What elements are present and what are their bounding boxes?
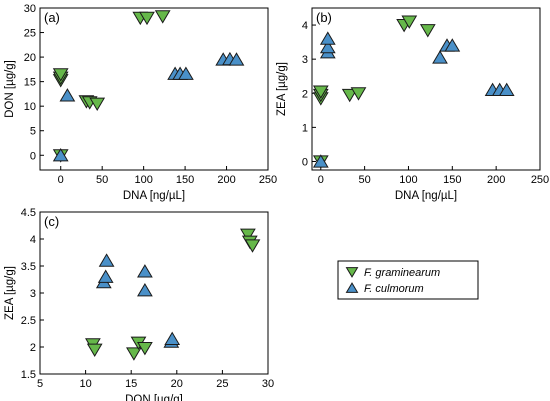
point-a-culmorum-4 bbox=[178, 66, 194, 80]
point-b-graminearum-3 bbox=[312, 85, 329, 99]
point-c-culmorum-1 bbox=[97, 269, 114, 283]
point-b-culmorum-4 bbox=[432, 50, 448, 64]
y-tick-label-c-0: 1.5 bbox=[21, 369, 36, 381]
point-a-culmorum-7 bbox=[228, 52, 245, 66]
point-c-graminearum-5 bbox=[240, 228, 256, 242]
x-tick-label-b-2: 100 bbox=[399, 174, 417, 186]
y-tick-label-c-6: 4.5 bbox=[21, 207, 36, 219]
point-b-culmorum-0 bbox=[312, 154, 329, 168]
y-tick-label-b-4: 4 bbox=[302, 20, 308, 32]
panel-c: 5 10 15 20 25 30 1.5 2 2.5 3 3.5 4 4.5 DON [µg/g] ZEA … bbox=[4, 207, 274, 401]
point-c-graminearum-7 bbox=[244, 239, 261, 253]
y-tick-label-b-1: 1 bbox=[302, 122, 308, 134]
point-b-culmorum-2 bbox=[319, 39, 336, 54]
x-tick-label-a-2: 100 bbox=[134, 174, 152, 186]
point-c-culmorum-3 bbox=[137, 283, 153, 297]
point-a-graminearum-6 bbox=[89, 97, 106, 111]
point-b-graminearum-4 bbox=[341, 88, 358, 103]
x-tick-label-a-4: 200 bbox=[217, 174, 235, 186]
y-tick-label-a-3: 15 bbox=[24, 77, 36, 89]
panel-a: 0 50 100 150 200 250 0 5 10 15 20 25 30 DNA [ng/µL] DO… bbox=[4, 3, 277, 202]
y-tick-label-b-0: 0 bbox=[302, 156, 308, 168]
x-tick-label-a-0: 0 bbox=[58, 174, 64, 186]
point-c-culmorum-4 bbox=[137, 264, 153, 278]
legend-marker-graminearum bbox=[345, 267, 359, 278]
x-tick-label-b-3: 150 bbox=[443, 174, 461, 186]
x-tick-label-a-1: 50 bbox=[96, 174, 108, 186]
point-a-graminearum-3 bbox=[52, 68, 69, 82]
point-b-graminearum-5 bbox=[350, 87, 367, 101]
x-tick-label-c-2: 15 bbox=[125, 378, 137, 390]
legend-label-graminearum: F. graminearum bbox=[364, 267, 440, 279]
point-a-culmorum-1 bbox=[59, 88, 76, 102]
panel-label-c: (c) bbox=[44, 214, 59, 229]
y-tick-label-a-1: 5 bbox=[30, 126, 36, 138]
y-tick-label-c-3: 3 bbox=[30, 288, 36, 300]
point-b-culmorum-9 bbox=[498, 82, 515, 96]
point-a-culmorum-0 bbox=[52, 148, 69, 162]
y-tick-label-c-1: 2 bbox=[30, 342, 36, 354]
plot-frame-a bbox=[39, 7, 269, 171]
point-b-culmorum-3 bbox=[319, 31, 336, 45]
x-tick-label-c-3: 20 bbox=[171, 378, 183, 390]
x-tick-label-c-4: 25 bbox=[216, 378, 228, 390]
x-tick-label-b-4: 200 bbox=[487, 174, 505, 186]
x-tick-label-c-1: 10 bbox=[79, 378, 91, 390]
x-tick-label-a-5: 250 bbox=[259, 174, 277, 186]
point-c-graminearum-1 bbox=[86, 343, 103, 357]
point-c-graminearum-2 bbox=[126, 347, 142, 361]
y-tick-label-c-2: 2.5 bbox=[21, 315, 36, 327]
point-b-graminearum-8 bbox=[419, 24, 436, 38]
point-a-graminearum-9 bbox=[154, 10, 171, 24]
panel-label-b: (b) bbox=[316, 10, 332, 25]
panel-label-a: (a) bbox=[44, 10, 60, 25]
x-tick-label-b-1: 50 bbox=[358, 174, 370, 186]
x-tick-label-a-3: 150 bbox=[176, 174, 194, 186]
x-tick-label-c-5: 30 bbox=[262, 378, 274, 390]
point-b-graminearum-7 bbox=[401, 15, 418, 29]
x-axis-label-a: DNA [ng/µL] bbox=[123, 190, 185, 202]
y-axis-label-a: DON [µg/g] bbox=[4, 60, 16, 118]
x-tick-label-b-5: 250 bbox=[531, 174, 549, 186]
y-tick-label-a-6: 30 bbox=[24, 3, 36, 15]
plot-frame-c bbox=[39, 211, 269, 375]
y-tick-label-c-4: 3.5 bbox=[21, 261, 36, 273]
x-tick-label-b-0: 0 bbox=[318, 174, 324, 186]
plot-frame-b bbox=[311, 7, 541, 171]
x-axis-label-b: DNA [ng/µL] bbox=[395, 190, 457, 202]
legend: F. graminearum F. culmorum bbox=[337, 260, 479, 300]
y-axis-label-c: ZEA [µg/g] bbox=[4, 266, 16, 320]
legend-marker-culmorum bbox=[345, 282, 359, 293]
y-tick-label-b-2: 2 bbox=[302, 88, 308, 100]
legend-label-culmorum: F. culmorum bbox=[364, 283, 424, 295]
point-c-graminearum-4 bbox=[137, 342, 153, 356]
panel-b: 0 50 100 150 200 250 0 1 2 3 4 DNA [ng/µL] ZEA [µg/g… bbox=[276, 7, 549, 202]
y-tick-label-a-2: 10 bbox=[24, 101, 36, 113]
point-c-culmorum-2 bbox=[98, 253, 115, 267]
x-axis-label-c: DON [µg/g] bbox=[125, 394, 183, 401]
y-tick-label-a-0: 0 bbox=[30, 150, 36, 162]
y-tick-label-b-3: 3 bbox=[302, 54, 308, 66]
y-tick-label-c-5: 4 bbox=[30, 234, 36, 246]
x-tick-label-c-0: 5 bbox=[37, 378, 43, 390]
legend-box bbox=[337, 260, 479, 300]
point-c-culmorum-6 bbox=[164, 331, 181, 345]
point-a-graminearum-8 bbox=[139, 11, 155, 26]
point-b-culmorum-6 bbox=[444, 38, 461, 52]
y-tick-label-a-4: 20 bbox=[24, 52, 36, 64]
y-tick-label-a-5: 25 bbox=[24, 28, 36, 40]
y-axis-label-b: ZEA [µg/g] bbox=[276, 62, 288, 116]
